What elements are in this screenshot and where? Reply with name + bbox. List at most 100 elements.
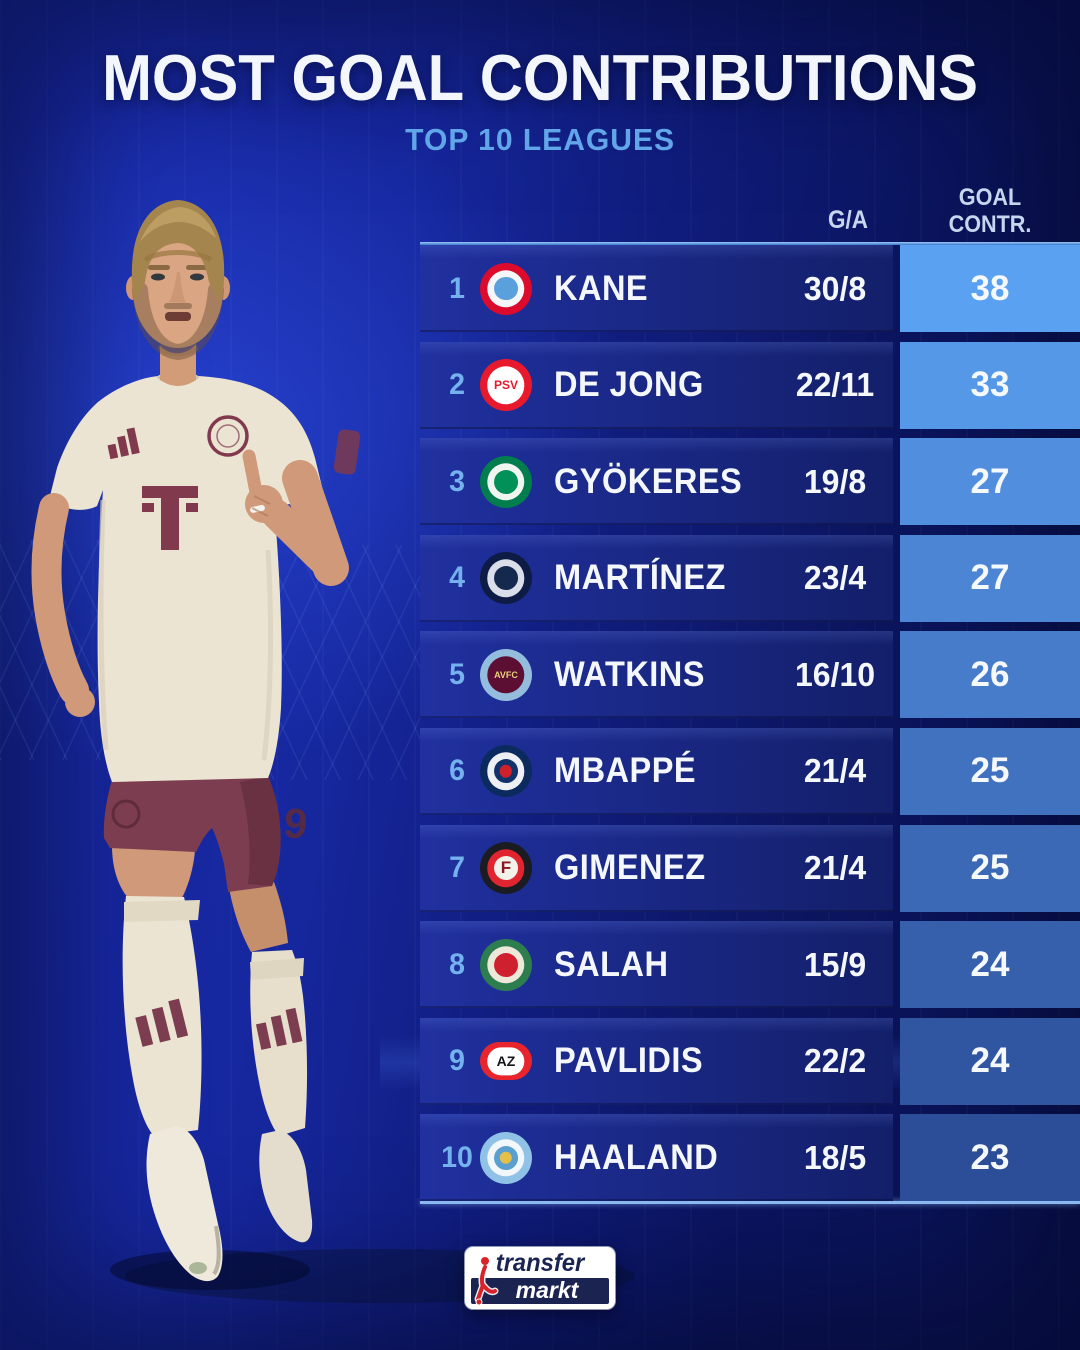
table-row: 10 HAALAND 18/5 23 xyxy=(420,1114,1080,1202)
goal-contr-value: 26 xyxy=(900,631,1080,719)
ga-value: 22/2 xyxy=(803,1042,867,1080)
nose xyxy=(169,272,186,303)
ga-value: 23/4 xyxy=(803,559,867,597)
column-headers: G/A GOAL CONTR. xyxy=(420,180,1080,242)
table-row-main: 6 MBAPPÉ 21/4 xyxy=(420,727,893,815)
goal-contr-value: 24 xyxy=(900,921,1080,1009)
player-right-arm xyxy=(242,449,349,586)
table-row-main: 4 MARTÍNEZ 23/4 xyxy=(420,534,893,622)
crest-label: F xyxy=(500,858,512,878)
crest-layer xyxy=(494,566,518,591)
rank-label: 8 xyxy=(449,947,465,981)
crest-layer xyxy=(499,765,513,778)
player-cutout: 9 xyxy=(31,200,635,1303)
table-row: 7 F GIMENEZ 21/4 25 xyxy=(420,824,1080,912)
rank-label: 1 xyxy=(449,271,465,305)
player-name: WATKINS xyxy=(554,654,705,694)
ga-value: 22/11 xyxy=(795,366,875,404)
player-left-arm xyxy=(31,493,95,717)
goal-contr-value: 27 xyxy=(900,438,1080,526)
goal-contr-value: 23 xyxy=(900,1114,1080,1202)
goal-contr-value: 38 xyxy=(900,245,1080,332)
telekom-t-logo xyxy=(142,486,198,550)
table-row: 5 AVFC WATKINS 16/10 26 xyxy=(420,631,1080,719)
player-name: KANE xyxy=(554,268,649,308)
table-row-main: 2 PSV DE JONG 22/11 xyxy=(420,341,893,429)
goal-contr-value: 24 xyxy=(900,1017,1080,1105)
table-rows: 1 KANE 30/8 38 2 PSV DE JONG 22/11 33 3 GYÖKERES 19… xyxy=(420,245,1080,1202)
table-row: 4 MARTÍNEZ 23/4 27 xyxy=(420,534,1080,622)
table-row-main: 10 HAALAND 18/5 xyxy=(420,1114,893,1202)
transfermarkt-logo: transfer markt xyxy=(465,1247,615,1309)
goal-contr-value: 25 xyxy=(900,727,1080,815)
eye xyxy=(190,273,204,281)
rank-label: 9 xyxy=(449,1044,465,1078)
player-name: GIMENEZ xyxy=(554,848,706,888)
table-row: 9 AZ PAVLIDIS 22/2 24 xyxy=(420,1017,1080,1105)
rank-label: 6 xyxy=(449,754,465,788)
table-row-main: 7 F GIMENEZ 21/4 xyxy=(420,824,893,912)
table-row: 2 PSV DE JONG 22/11 33 xyxy=(420,341,1080,429)
jersey-crest xyxy=(207,415,249,457)
crest-icon-liverpool xyxy=(480,938,532,991)
sleeve-patch xyxy=(333,429,361,475)
table-top-border xyxy=(420,242,1080,245)
ga-value: 18/5 xyxy=(803,1138,867,1176)
table-row-main: 5 AVFC WATKINS 16/10 xyxy=(420,631,893,719)
player-head xyxy=(126,200,230,386)
crest-icon-sporting-cp xyxy=(480,455,532,508)
ring xyxy=(250,504,265,513)
eye xyxy=(151,273,165,281)
table-row-main: 3 GYÖKERES 19/8 xyxy=(420,438,893,526)
crest-layer xyxy=(499,1151,513,1165)
crest-layer xyxy=(487,656,525,694)
crest-label: PSV xyxy=(493,378,519,393)
table-row-main: 8 SALAH 15/9 xyxy=(420,921,893,1009)
ga-value: 19/8 xyxy=(803,462,867,500)
crest-icon-az-alkmaar: AZ xyxy=(480,1035,532,1087)
player-right-leg xyxy=(228,882,313,1243)
crest-layer xyxy=(494,469,518,494)
rank-label: 3 xyxy=(449,464,465,498)
player-name: PAVLIDIS xyxy=(554,1041,704,1081)
page-subtitle: TOP 10 LEAGUES xyxy=(405,122,675,158)
player-name: MARTÍNEZ xyxy=(554,558,726,598)
table-row-main: 9 AZ PAVLIDIS 22/2 xyxy=(420,1017,893,1105)
crest-icon-psg xyxy=(480,745,532,798)
rank-label: 5 xyxy=(449,657,465,691)
crest-label: AZ xyxy=(496,1053,516,1070)
ga-value: 15/9 xyxy=(803,945,867,983)
player-name: HAALAND xyxy=(554,1137,719,1177)
ga-value: 16/10 xyxy=(794,655,876,693)
crest-icon-inter xyxy=(480,552,532,605)
rank-label: 7 xyxy=(449,851,465,885)
rank-label: 10 xyxy=(441,1140,473,1174)
header: MOST GOAL CONTRIBUTIONS TOP 10 LEAGUES xyxy=(0,43,1080,158)
column-header-goal-contr: GOAL CONTR. xyxy=(948,184,1032,238)
shirt-number: 9 xyxy=(282,799,310,848)
player-shorts: 9 xyxy=(103,776,310,892)
column-header-ga: G/A xyxy=(827,206,868,234)
beard xyxy=(132,282,224,361)
crest-layer xyxy=(494,856,518,881)
crest-icon-man-city xyxy=(480,1131,532,1184)
player-name: DE JONG xyxy=(554,365,704,405)
table-row: 1 KANE 30/8 38 xyxy=(420,245,1080,332)
rank-label: 4 xyxy=(449,561,465,595)
brand-word-top: transfer xyxy=(495,1249,585,1277)
crest-icon-fc-bayern xyxy=(480,262,532,315)
player-left-leg xyxy=(112,846,223,1282)
goal-contr-value: 33 xyxy=(900,341,1080,429)
ga-value: 30/8 xyxy=(803,269,867,307)
crest-layer xyxy=(487,366,525,404)
player-name: MBAPPÉ xyxy=(554,751,697,791)
stats-table: G/A GOAL CONTR. 1 KANE 30/8 38 2 PSV DE JONG 22… xyxy=(420,180,1080,1205)
adidas-logo xyxy=(107,427,140,460)
ga-value: 21/4 xyxy=(803,752,867,790)
table-row-main: 1 KANE 30/8 xyxy=(420,245,893,332)
rank-label: 2 xyxy=(449,368,465,402)
crest-icon-feyenoord: F xyxy=(480,842,532,895)
table-bottom-border xyxy=(420,1201,1080,1205)
table-row: 6 MBAPPÉ 21/4 25 xyxy=(420,727,1080,815)
